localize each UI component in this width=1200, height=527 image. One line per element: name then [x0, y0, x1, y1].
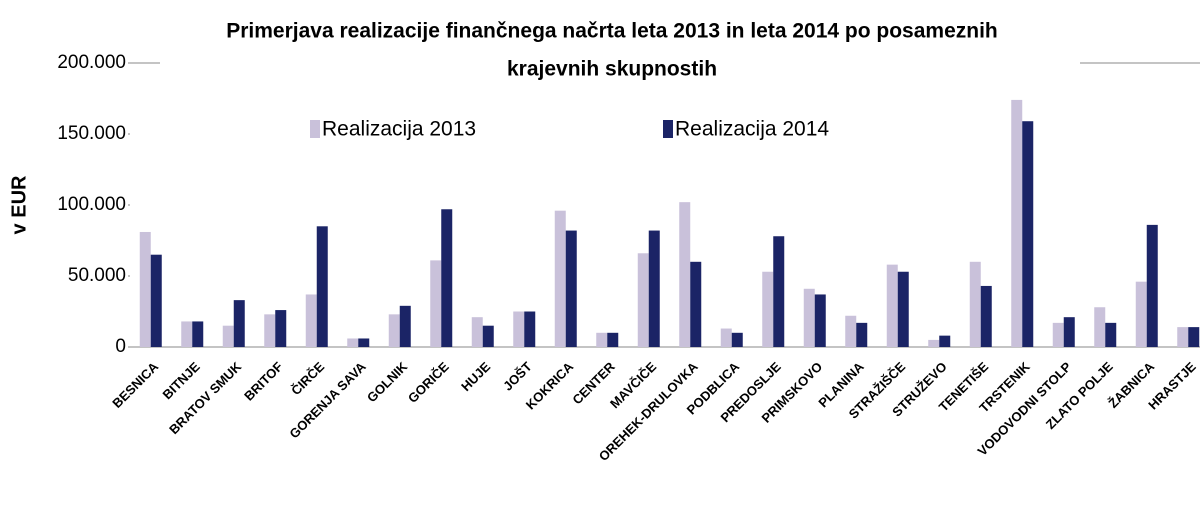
y-tick-label: 0: [115, 336, 126, 357]
bar: [762, 271, 774, 347]
legend-swatch: [663, 120, 673, 138]
bar: [139, 231, 151, 347]
bar: [358, 338, 370, 347]
bar: [192, 321, 204, 347]
bar: [388, 314, 400, 347]
bar: [264, 314, 276, 347]
bar: [856, 322, 868, 347]
bar: [648, 230, 660, 347]
bar: [1011, 99, 1023, 347]
chart-title: krajevnih skupnostih: [507, 58, 717, 81]
x-tick-label: JOŠT: [500, 359, 535, 394]
y-tick-label: 50.000: [68, 265, 126, 286]
bar: [814, 294, 826, 347]
bar: [399, 305, 411, 347]
bar: [441, 209, 453, 347]
bar: [773, 236, 785, 347]
bar: [939, 335, 951, 347]
bar: [720, 328, 732, 347]
bar: [150, 254, 162, 347]
bar: [565, 230, 577, 347]
legend-label: Realizacija 2013: [322, 118, 476, 141]
bar: [1146, 224, 1158, 347]
bar: [554, 210, 566, 347]
bar: [1188, 327, 1200, 347]
chart-title: Primerjava realizacije finančnega načrta…: [226, 20, 998, 43]
bar: [637, 253, 649, 347]
bar: [845, 315, 857, 347]
x-tick-label: GORENJA SAVA: [286, 359, 369, 442]
x-tick-label: BESNICA: [109, 359, 161, 411]
bar: [1052, 322, 1064, 347]
bar: [897, 271, 909, 347]
title-background: [160, 10, 1080, 90]
bar: [1177, 327, 1189, 347]
bar: [513, 311, 525, 347]
bar: [316, 226, 328, 347]
bar: [233, 300, 245, 347]
bar: [1063, 317, 1075, 347]
x-tick-label: BRITOF: [241, 359, 286, 404]
bar: [679, 202, 691, 347]
bar: [690, 261, 702, 347]
bar: [1135, 281, 1147, 347]
y-tick-label: 200.000: [57, 52, 126, 73]
bar: [1094, 307, 1106, 347]
bar: [305, 294, 317, 347]
x-tick-label: ČIRČE: [288, 359, 327, 398]
x-tick-label: BRATOV SMUK: [166, 359, 245, 438]
bar: [471, 317, 483, 347]
legend-swatch: [310, 120, 320, 138]
bar: [482, 325, 494, 347]
y-tick-label: 100.000: [57, 194, 126, 215]
bar: [980, 285, 992, 347]
bar: [430, 260, 442, 347]
bar: [731, 332, 743, 347]
bar: [969, 261, 981, 347]
x-tick-label: GOLNIK: [364, 359, 411, 406]
bar: [886, 264, 898, 347]
bar: [928, 339, 940, 347]
bar: [607, 332, 619, 347]
bar: [1105, 322, 1117, 347]
y-tick-label: 150.000: [57, 123, 126, 144]
bar: [596, 332, 608, 347]
bar: [347, 338, 359, 347]
bar: [275, 310, 287, 347]
bar: [803, 288, 815, 347]
x-tick-label: HUJE: [458, 359, 493, 394]
bar: [181, 321, 193, 347]
x-tick-label: GORIČE: [405, 359, 452, 406]
y-axis-label: v EUR: [8, 175, 30, 234]
bar: [524, 311, 536, 347]
bar: [222, 325, 234, 347]
legend-label: Realizacija 2014: [675, 118, 829, 141]
bar: [1022, 121, 1034, 347]
